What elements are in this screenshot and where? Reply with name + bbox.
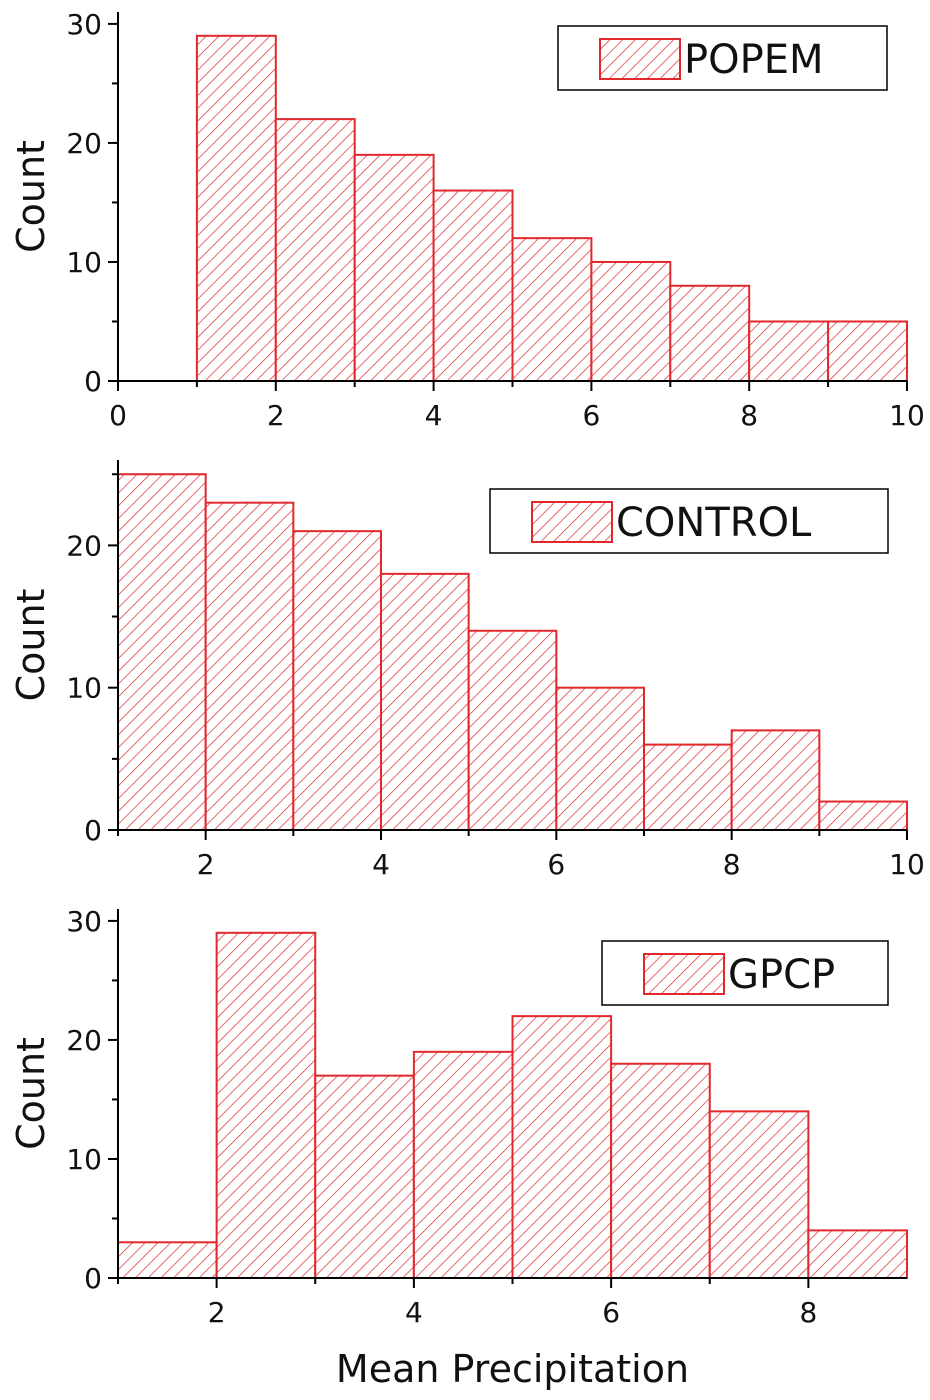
legend-label: CONTROL xyxy=(616,500,812,546)
histogram-bar xyxy=(314,1074,415,1279)
y-axis-title: Count xyxy=(9,1037,53,1150)
histogram-bar xyxy=(412,1050,514,1280)
histogram-panel-2: 2 4 6 8 10 0 10 20 Count CONTROL xyxy=(9,460,925,881)
y-axis-title: Count xyxy=(9,589,53,702)
x-tick-label: 4 xyxy=(405,1296,423,1329)
x-tick-label: 4 xyxy=(425,399,443,432)
histogram-bar xyxy=(380,572,470,831)
x-tick-label: 6 xyxy=(547,848,565,881)
y-tick-label: 0 xyxy=(84,365,102,398)
y-tick-label: 30 xyxy=(66,905,102,938)
y-tick-label: 10 xyxy=(66,1143,102,1176)
histogram-bar xyxy=(117,473,207,831)
x-tick-label: 2 xyxy=(197,848,215,881)
histogram-panel-3: 2 4 6 8 0 10 20 30 Count Mean Precipitation GPCP xyxy=(9,905,908,1391)
histogram-bar xyxy=(610,1062,711,1280)
x-tick-label: 6 xyxy=(582,399,600,432)
legend-box: CONTROL xyxy=(489,488,889,554)
histogram-bar xyxy=(511,1015,613,1279)
histogram-bar xyxy=(432,189,514,382)
y-tick-label: 30 xyxy=(66,8,102,41)
y-tick-label: 0 xyxy=(84,1262,102,1295)
legend-swatch xyxy=(599,38,681,80)
histogram-bar xyxy=(827,320,908,382)
x-axis-title: Mean Precipitation xyxy=(336,1347,689,1391)
y-tick-label: 10 xyxy=(66,246,102,279)
histogram-bar xyxy=(818,800,908,831)
y-axis-title: Count xyxy=(9,140,53,253)
x-tick-label: 8 xyxy=(740,399,758,432)
histogram-bar xyxy=(730,729,821,832)
y-tick-label: 20 xyxy=(66,127,102,160)
histogram-bar xyxy=(511,237,593,382)
y-tick-label: 10 xyxy=(66,672,102,705)
histogram-bar xyxy=(292,530,383,832)
y-tick-label: 20 xyxy=(66,1024,102,1057)
y-tick-label: 0 xyxy=(84,814,102,847)
histogram-bar xyxy=(195,34,277,382)
histogram-bar xyxy=(204,501,295,831)
histogram-bar xyxy=(708,1110,810,1280)
histogram-bar xyxy=(807,1229,908,1279)
legend-box: GPCP xyxy=(601,940,889,1006)
legend-swatch xyxy=(643,953,725,995)
x-tick-label: 8 xyxy=(799,1296,817,1329)
histogram-bar xyxy=(117,1241,218,1279)
x-tick-label: 4 xyxy=(372,848,390,881)
histogram-panel-1: 0 2 4 6 8 10 0 10 20 30 Count POPEM xyxy=(9,8,925,432)
legend-label: GPCP xyxy=(728,952,835,998)
x-tick-label: 10 xyxy=(889,848,925,881)
legend-box: POPEM xyxy=(557,25,888,91)
histogram-bar xyxy=(555,686,645,832)
legend-label: POPEM xyxy=(684,37,824,83)
histogram-bar xyxy=(467,629,558,831)
legend-swatch xyxy=(531,501,613,543)
x-tick-label: 10 xyxy=(889,399,925,432)
histogram-bar xyxy=(748,320,830,382)
y-tick-label: 20 xyxy=(66,529,102,562)
histogram-bar xyxy=(669,284,751,383)
histogram-bar xyxy=(215,931,317,1279)
histogram-bar xyxy=(643,743,733,831)
histogram-bar xyxy=(274,118,356,383)
x-tick-label: 8 xyxy=(723,848,741,881)
x-tick-label: 0 xyxy=(109,399,127,432)
x-tick-label: 2 xyxy=(208,1296,226,1329)
x-tick-label: 6 xyxy=(602,1296,620,1329)
x-tick-label: 2 xyxy=(267,399,285,432)
histogram-bar xyxy=(353,153,435,382)
histogram-bar xyxy=(590,260,672,382)
